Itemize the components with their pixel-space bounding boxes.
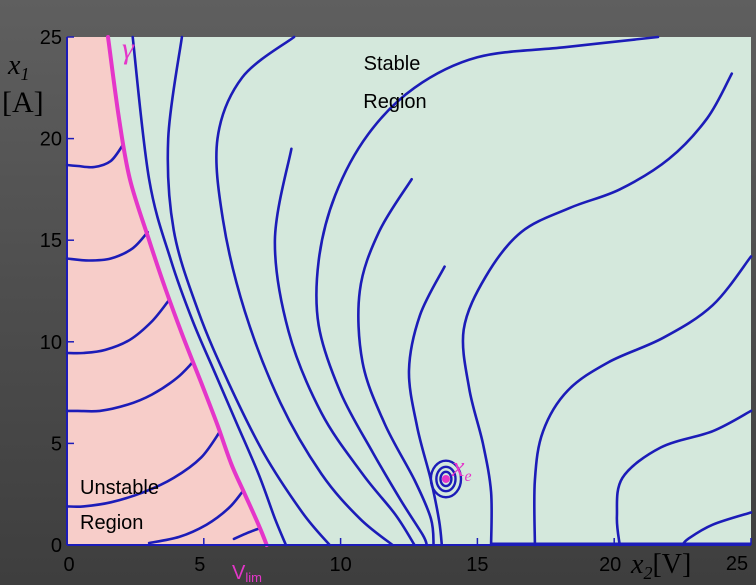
x-tick-label: 25 [726,553,748,575]
y-tick-label: 25 [40,27,62,49]
x-tick-label: 5 [194,554,205,576]
unstable-region [67,37,267,545]
stable-region-label-line2: Region [363,91,426,113]
equilibrium-label: xe [451,452,472,485]
unstable-region-label-line2: Region [80,512,143,534]
y-var: x [7,50,21,81]
y-axis-label-var: x1 [7,50,29,84]
stable-trajectory [357,177,435,547]
unstable-trajectory [65,360,195,413]
spiral-trajectory-ring [439,470,453,488]
x-var: x [630,549,644,580]
spiral-trajectory-ring [429,459,463,499]
boundary-gamma-label: γ [122,32,135,65]
stable-region-label-line1: Stable [364,53,421,75]
y-tick-label: 0 [51,535,62,557]
x-tick-label: 15 [466,554,488,576]
x-axis-label: x2[V] [630,549,691,583]
y-axis-label-unit: [A] [2,86,44,119]
equilibrium-sub: e [464,468,471,485]
x-unit: [V] [652,549,691,580]
x-tick-label: 0 [63,554,74,576]
vlim-main: V [232,562,246,584]
unstable-trajectory [147,490,244,545]
spiral-trajectory-ring [435,465,457,493]
axis-ticks: 0 5 10 15 20 25 0 5 10 15 20 25 [40,27,752,576]
y-tick-label: 20 [40,129,62,151]
y-tick-label: 15 [40,230,62,252]
equilibrium-point [441,474,450,483]
stable-trajectory [532,255,753,547]
stable-trajectory [315,35,660,547]
x-tick-label: 10 [329,554,351,576]
stable-trajectory [273,147,416,547]
stable-trajectory [131,35,288,547]
vlim-sub: lim [245,570,262,585]
y-tick-label: 10 [40,332,62,354]
x-tick-label: 20 [599,554,621,576]
unstable-region-label-line1: Unstable [80,477,159,499]
stable-trajectory [407,265,446,547]
y-tick-label: 5 [51,433,62,455]
stability-boundary-curve [106,35,269,547]
unstable-trajectory [65,143,125,169]
unstable-trajectory [65,429,222,509]
equilibrium-var: x [451,452,465,483]
unstable-trajectory [232,527,260,541]
y-sub: 1 [20,64,29,84]
stable-trajectory [615,409,753,547]
unstable-trajectory [65,230,149,262]
unstable-trajectory [65,299,170,355]
x-sub: 2 [643,563,652,583]
stable-trajectory [166,35,331,547]
stability-boundary-layer [66,35,751,547]
stable-trajectory [461,72,734,547]
vlim-label: Vlim [232,562,262,585]
stable-trajectory [215,35,394,547]
